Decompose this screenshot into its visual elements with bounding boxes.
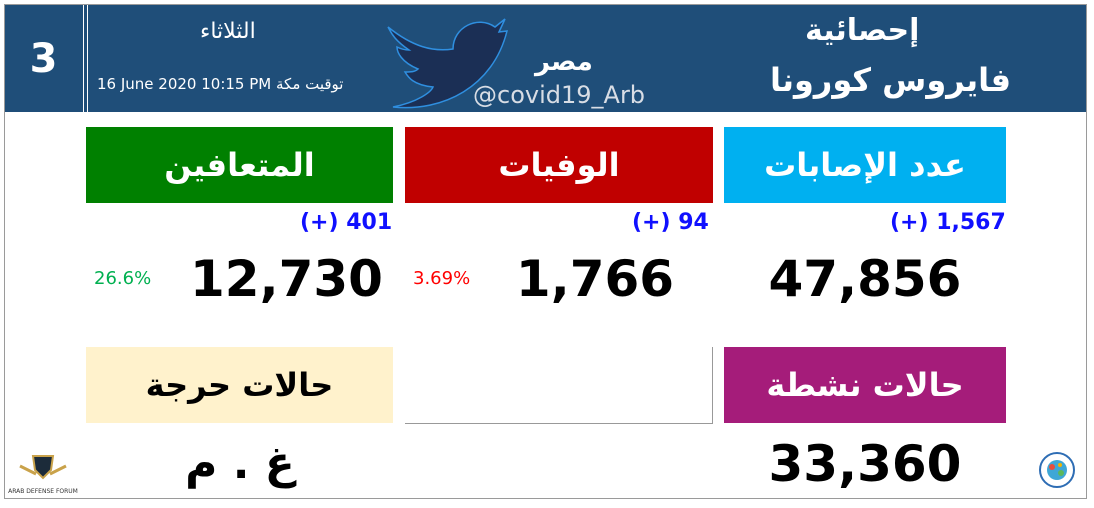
recovered-value: 12,730: [190, 250, 383, 308]
datetime: 16 June 2020 10:15 PM توقيت مكة: [97, 75, 343, 93]
recovered-delta: (+) 401: [300, 210, 393, 235]
country: مصر: [535, 47, 593, 77]
deaths-percent: 3.69%: [413, 268, 471, 289]
active-value: 33,360: [768, 435, 962, 493]
header: 3 الثلاثاء 16 June 2020 10:15 PM توقيت م…: [5, 5, 1086, 112]
recovered-percent: 26.6%: [94, 268, 152, 289]
deaths-delta: (+) 94: [632, 210, 709, 235]
active-header: حالات نشطة: [724, 347, 1006, 423]
datetime-text: 16 June 2020 10:15 PM: [97, 75, 272, 93]
logo-text: ARAB DEFENSE FORUM: [8, 488, 78, 495]
cases-value: 47,856: [768, 250, 962, 308]
twitter-handle[interactable]: @covid19_Arb: [473, 81, 646, 109]
critical-header: حالات حرجة: [86, 347, 393, 423]
covid-globe-logo-icon: [1039, 452, 1075, 488]
shield-wings-icon: [19, 455, 67, 480]
twitter-bird-icon: [387, 18, 508, 109]
frame: [4, 4, 1087, 499]
day-label: الثلاثاء: [200, 19, 256, 44]
page-number: 3: [29, 35, 58, 82]
divider: [83, 5, 88, 112]
title-line2: فايروس كورونا: [770, 61, 1012, 99]
cases-header: عدد الإصابات: [724, 127, 1006, 203]
cases-delta: (+) 1,567: [890, 210, 1006, 235]
empty-box: [405, 347, 713, 424]
arab-defense-forum-logo: ARAB DEFENSE FORUM: [8, 452, 78, 498]
critical-value: غ . م: [185, 438, 295, 489]
recovered-header: المتعافين: [86, 127, 393, 203]
timezone-text: توقيت مكة: [276, 75, 344, 93]
title-line1: إحصائية: [805, 13, 920, 48]
deaths-header: الوفيات: [405, 127, 713, 203]
deaths-value: 1,766: [515, 250, 675, 308]
